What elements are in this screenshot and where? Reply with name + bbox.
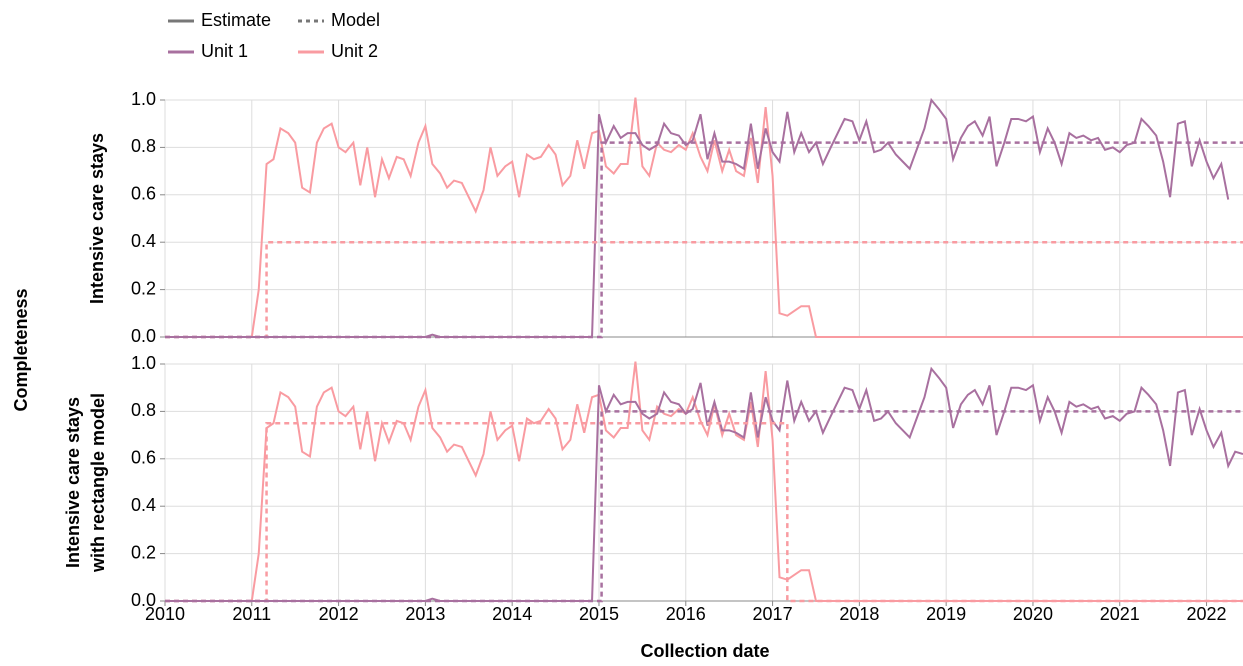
y-axis-title: Completeness (11, 288, 31, 411)
legend-label: Unit 1 (201, 41, 248, 61)
y-tick-label: 1.0 (131, 89, 156, 109)
estimate-line (165, 361, 1243, 602)
x-tick-label: 2012 (319, 604, 359, 624)
x-tick-label: 2011 (232, 604, 271, 624)
y-tick-label: 0.6 (131, 448, 156, 468)
x-tick-label: 2014 (492, 604, 532, 624)
y-tick-label: 0.2 (131, 278, 156, 298)
model-line (165, 141, 1243, 339)
y-tick-label: 0.8 (131, 400, 156, 420)
y-tick-label: 0.2 (131, 542, 156, 562)
y-tick-label: 0.8 (131, 136, 156, 156)
x-tick-label: 2013 (405, 604, 445, 624)
y-tick-label: 0.4 (131, 495, 156, 515)
estimate-line (165, 366, 1243, 602)
y-tick-label: 0.0 (131, 590, 156, 610)
x-axis-title: Collection date (640, 641, 769, 661)
x-tick-label: 2017 (753, 604, 793, 624)
y-tick-label: 0.4 (131, 231, 156, 251)
model-line (165, 422, 1243, 603)
x-tick-label: 2018 (839, 604, 879, 624)
legend-label: Model (331, 10, 380, 30)
x-tick-label: 2021 (1100, 604, 1140, 624)
x-tick-label: 2022 (1187, 604, 1227, 624)
estimate-line (165, 97, 1243, 338)
x-tick-label: 2010 (145, 604, 185, 624)
x-tick-label: 2020 (1013, 604, 1053, 624)
legend-label: Unit 2 (331, 41, 378, 61)
panel-y-title: Intensive care stays (63, 397, 83, 568)
x-tick-label: 2019 (926, 604, 966, 624)
model-line (165, 240, 1243, 339)
legend-label: Estimate (201, 10, 271, 30)
model-line (165, 410, 1243, 603)
y-tick-label: 0.0 (131, 326, 156, 346)
x-tick-label: 2016 (666, 604, 706, 624)
panel-y-title: with rectangle model (88, 393, 108, 573)
x-tick-label: 2015 (579, 604, 619, 624)
panel-y-title: Intensive care stays (87, 133, 107, 304)
estimate-line (165, 97, 1230, 338)
y-tick-label: 1.0 (131, 353, 156, 373)
y-tick-label: 0.6 (131, 184, 156, 204)
